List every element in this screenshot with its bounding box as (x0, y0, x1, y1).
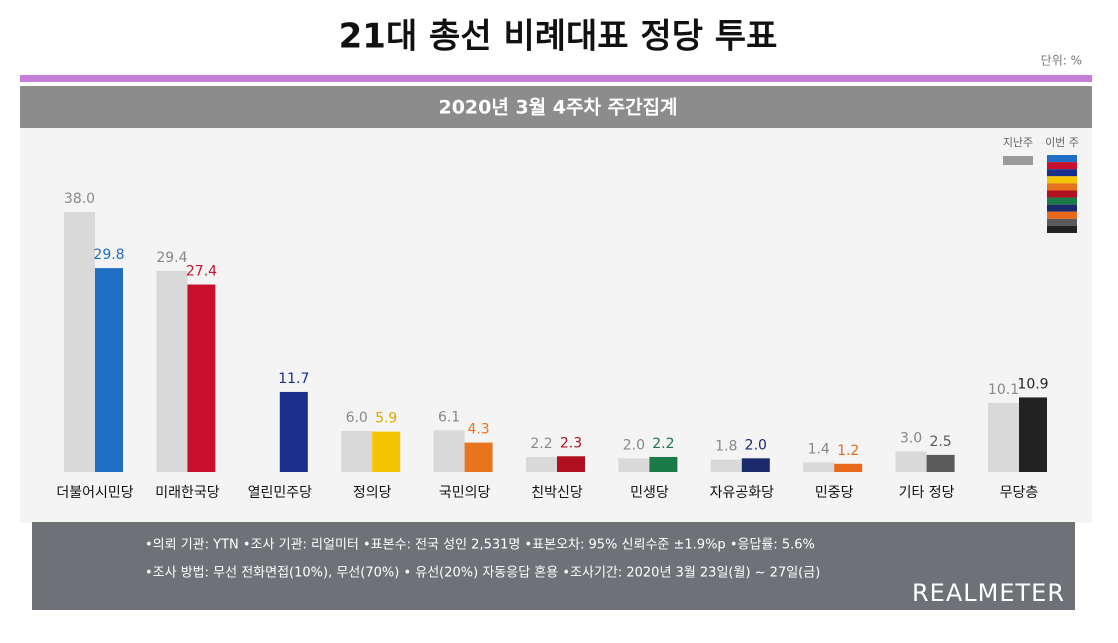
x-tick-label: 국민의당 (439, 485, 491, 501)
legend-label: 지난주 (1003, 136, 1033, 149)
value-label: 1.2 (837, 443, 859, 459)
bar (341, 430, 373, 472)
bar (464, 442, 493, 472)
legend-swatch (1047, 155, 1077, 163)
value-label: 38.0 (64, 191, 95, 207)
bar (926, 454, 955, 472)
legend-swatch (1047, 162, 1077, 170)
value-label: 3.0 (900, 430, 922, 446)
value-label: 27.4 (186, 264, 217, 280)
subtitle: 2020년 3월 4주차 주간집계 (438, 97, 677, 119)
bar (433, 430, 465, 472)
footer-line: •조사 방법: 무선 전화면접(10%), 무선(70%) • 유선(20%) … (145, 566, 820, 581)
value-label: 2.3 (560, 435, 582, 451)
x-tick-label: 무당층 (1000, 485, 1039, 501)
legend-swatch (1047, 197, 1077, 205)
legend-label: 이번 주 (1045, 136, 1079, 149)
legend-swatch (1047, 183, 1077, 191)
x-tick-label: 자유공화당 (710, 485, 775, 501)
chart-title: 21대 총선 비례대표 정당 투표 (339, 17, 778, 57)
value-label: 29.4 (156, 250, 187, 266)
value-label: 5.9 (375, 411, 397, 427)
x-tick-label: 더불어시민당 (56, 485, 133, 501)
bar (649, 456, 678, 472)
x-tick-label: 기타 정당 (899, 485, 955, 501)
bar (95, 268, 123, 472)
bar (618, 458, 650, 472)
bar (834, 463, 863, 472)
value-label: 4.3 (467, 422, 489, 438)
bar (526, 456, 557, 472)
bar (187, 284, 216, 472)
bar (895, 451, 927, 472)
legend-swatch (1047, 204, 1077, 212)
footer-line: •의뢰 기관: YTN •조사 기관: 리얼미터 •표본수: 전국 성인 2,5… (145, 538, 815, 553)
value-label: 11.7 (278, 371, 309, 387)
value-label: 2.2 (652, 436, 674, 452)
legend-swatch (1003, 156, 1033, 165)
legend-swatch (1047, 218, 1077, 226)
bar (557, 456, 585, 472)
value-label: 6.1 (438, 409, 460, 425)
x-tick-label: 민생당 (630, 485, 669, 501)
subtitle-band (20, 86, 1092, 128)
x-tick-label: 정의당 (353, 485, 392, 501)
bar (710, 459, 742, 472)
unit-label: 단위: % (1041, 54, 1082, 68)
bar (372, 431, 401, 472)
value-label: 10.9 (1017, 376, 1048, 392)
x-tick-label: 미래한국당 (155, 485, 220, 501)
value-label: 1.4 (808, 441, 830, 457)
value-label: 2.5 (929, 434, 951, 450)
bar (64, 212, 95, 472)
value-label: 2.0 (745, 437, 767, 453)
bar (279, 391, 308, 472)
legend-swatch (1047, 169, 1077, 177)
x-tick-label: 친박신당 (531, 485, 583, 501)
accent-line (20, 75, 1092, 82)
value-label: 29.8 (93, 247, 124, 263)
legend-swatch (1047, 211, 1077, 219)
value-label: 10.1 (988, 382, 1019, 398)
x-tick-label: 열린민주당 (248, 485, 313, 501)
bar (988, 402, 1019, 472)
logo: REALMETER (912, 579, 1065, 607)
value-label: 1.8 (715, 439, 737, 455)
footer-box (32, 522, 1075, 610)
legend-swatch (1047, 176, 1077, 184)
bar (156, 270, 188, 472)
bar (803, 462, 835, 472)
bar (1019, 397, 1047, 472)
value-label: 6.0 (346, 410, 368, 426)
x-tick-label: 민중당 (815, 485, 854, 501)
legend-swatch (1047, 190, 1077, 198)
value-label: 2.2 (530, 436, 552, 452)
legend-swatch (1047, 225, 1077, 233)
value-label: 2.0 (623, 437, 645, 453)
bar (741, 458, 770, 472)
